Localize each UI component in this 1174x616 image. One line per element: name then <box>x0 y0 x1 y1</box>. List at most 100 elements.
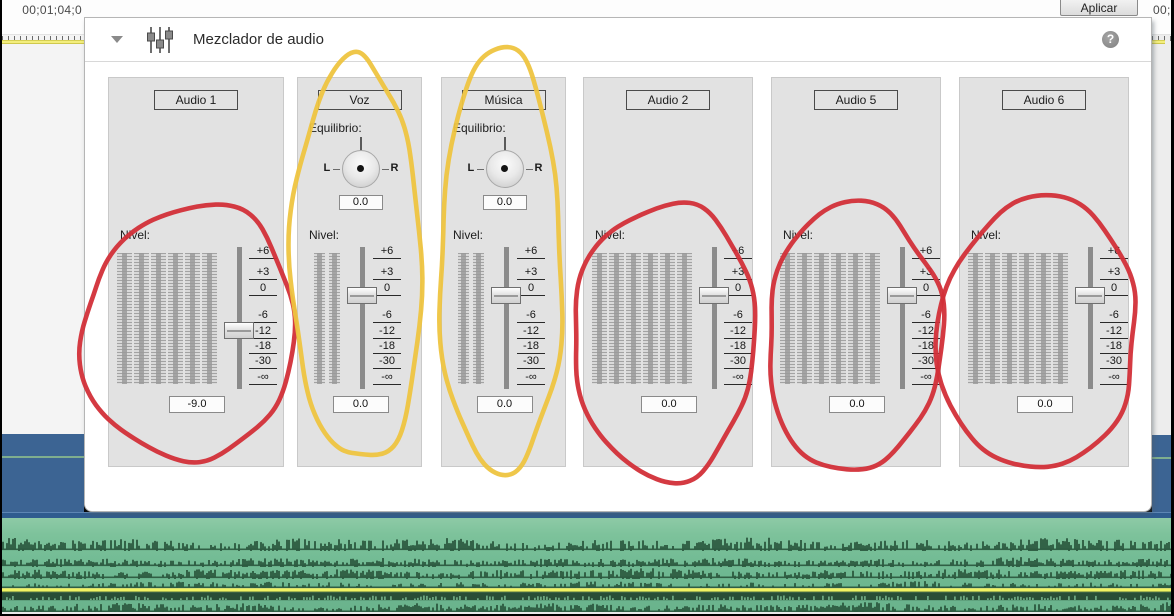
db-scale-label: -6 <box>373 308 401 323</box>
knob-dash-icon <box>332 169 340 170</box>
db-scale-label: +6 <box>1100 244 1128 259</box>
fader-track[interactable] <box>504 247 509 389</box>
balance-right-label: R <box>390 162 399 174</box>
audio-track-area[interactable] <box>0 518 1174 612</box>
meter-column <box>848 253 863 384</box>
apply-button[interactable]: Aplicar <box>1060 0 1138 16</box>
level-value[interactable]: -9.0 <box>169 396 225 413</box>
meter-column <box>1019 253 1034 384</box>
meter-column <box>151 253 166 384</box>
meter-column <box>185 253 200 384</box>
channel-title: Audio 5 <box>814 90 898 110</box>
db-scale-label: -30 <box>517 354 545 369</box>
vu-meter <box>314 253 340 384</box>
balance-label: Equilibrio: <box>309 121 362 135</box>
level-fader-handle[interactable] <box>224 322 254 339</box>
mixer-header: Mezclador de audio ? <box>85 18 1151 62</box>
level-value[interactable]: 0.0 <box>476 396 533 413</box>
help-icon[interactable]: ? <box>1102 31 1119 48</box>
level-area: +6 +3 0 -6 -12 -18 -30 -∞ <box>960 244 1128 389</box>
fader-track[interactable] <box>900 247 905 389</box>
db-scale-label: +6 <box>373 244 401 259</box>
level-fader-handle[interactable] <box>1075 287 1105 304</box>
meter-column <box>609 253 624 384</box>
db-scale-label: -18 <box>912 339 940 354</box>
channel-strip-audio-5: Audio 5 Nivel: +6 +3 0 -6 -12 -18 -30 -∞ 0.0 <box>771 77 941 467</box>
level-value[interactable]: 0.0 <box>641 396 697 413</box>
level-value[interactable]: 0.0 <box>1017 396 1073 413</box>
db-scale-label: -12 <box>912 324 940 339</box>
meter-column <box>780 253 795 384</box>
db-scale-label: -18 <box>373 339 401 354</box>
meter-column <box>314 253 325 384</box>
video-clip[interactable] <box>2 434 84 512</box>
meter-column <box>592 253 607 384</box>
level-fader-handle[interactable] <box>347 287 377 304</box>
work-area-bar[interactable] <box>1152 40 1165 44</box>
video-clip[interactable] <box>1152 435 1171 512</box>
db-scale-label: +3 <box>373 265 401 280</box>
screen-edge <box>1171 0 1174 616</box>
db-scale-label: -30 <box>373 354 401 369</box>
db-scale-label: +6 <box>249 244 277 259</box>
db-scale-label: -18 <box>1100 339 1128 354</box>
channel-title: Música <box>461 90 546 110</box>
video-track-edge[interactable] <box>0 512 1174 518</box>
level-label: Nivel: <box>595 228 626 242</box>
knob-dash-icon <box>476 169 484 170</box>
db-scale-label: -∞ <box>373 370 401 385</box>
audio-mixer-panel: Mezclador de audio ? Audio 1 Nivel: +6 +3 0-… <box>84 18 1152 512</box>
balance-value[interactable]: 0.0 <box>482 195 527 210</box>
fader-track[interactable] <box>1088 247 1093 389</box>
db-scale-label: -12 <box>373 324 401 339</box>
meter-column <box>168 253 183 384</box>
level-fader-handle[interactable] <box>887 287 917 304</box>
audio-mixer-icon <box>147 26 173 53</box>
fader-track[interactable] <box>237 247 242 389</box>
work-area-bar[interactable] <box>2 40 84 44</box>
level-value[interactable]: 0.0 <box>829 396 885 413</box>
db-scale-label: +3 <box>249 265 277 280</box>
timecode-display: 00;01;04;0 <box>22 3 82 17</box>
meter-column <box>117 253 132 384</box>
fader-track[interactable] <box>360 247 365 389</box>
level-area: +6 +3 0 -6 -12 -18 -30 -∞ <box>772 245 940 389</box>
db-scale-label: +6 <box>517 244 545 259</box>
level-value[interactable]: 0.0 <box>332 396 389 413</box>
meter-column <box>985 253 1000 384</box>
db-scale-label: -12 <box>517 324 545 339</box>
meter-column <box>329 253 340 384</box>
channel-title: Audio 1 <box>154 90 238 110</box>
meter-column <box>831 253 846 384</box>
level-fader-handle[interactable] <box>491 287 521 304</box>
timecode-header <box>1152 0 1171 35</box>
level-label: Nivel: <box>453 228 484 242</box>
meter-column <box>968 253 983 384</box>
db-scale-label: +3 <box>1100 265 1128 280</box>
fader-track[interactable] <box>712 247 717 389</box>
timecode-header <box>2 0 84 35</box>
db-scale-label: -30 <box>249 354 277 369</box>
meter-column <box>660 253 675 384</box>
meter-column <box>1036 253 1051 384</box>
db-scale-label: -∞ <box>724 370 752 385</box>
collapse-triangle-icon[interactable] <box>111 36 123 43</box>
timeline-left-panel: 00;01;04;0 <box>2 0 84 512</box>
top-bar: Aplicar <box>84 0 1152 18</box>
level-fader-handle[interactable] <box>699 287 729 304</box>
meter-column <box>814 253 829 384</box>
balance-value[interactable]: 0.0 <box>338 195 383 210</box>
timeline-right-panel: 00; <box>1152 0 1171 512</box>
meter-column <box>797 253 812 384</box>
audio-waveform <box>0 537 1174 612</box>
balance-label: Equilibrio: <box>453 121 506 135</box>
db-scale-label: 0 <box>373 281 401 296</box>
channel-title: Audio 6 <box>1002 90 1086 110</box>
vu-meter <box>592 253 692 384</box>
vu-meter <box>968 253 1068 384</box>
knob-dot-icon <box>357 165 364 172</box>
vu-meter <box>780 253 880 384</box>
db-scale-label: -6 <box>517 308 545 323</box>
meter-column <box>677 253 692 384</box>
db-scale-label: +6 <box>724 244 752 259</box>
